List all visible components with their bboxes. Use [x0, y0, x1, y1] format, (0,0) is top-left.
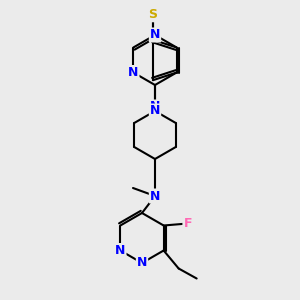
Text: N: N — [150, 190, 160, 202]
Text: N: N — [150, 104, 160, 118]
Text: S: S — [148, 8, 158, 21]
Text: N: N — [115, 244, 125, 257]
Text: F: F — [183, 217, 192, 230]
Text: N: N — [150, 28, 160, 41]
Text: N: N — [137, 256, 147, 269]
Text: N: N — [150, 100, 160, 113]
Text: N: N — [128, 66, 139, 79]
